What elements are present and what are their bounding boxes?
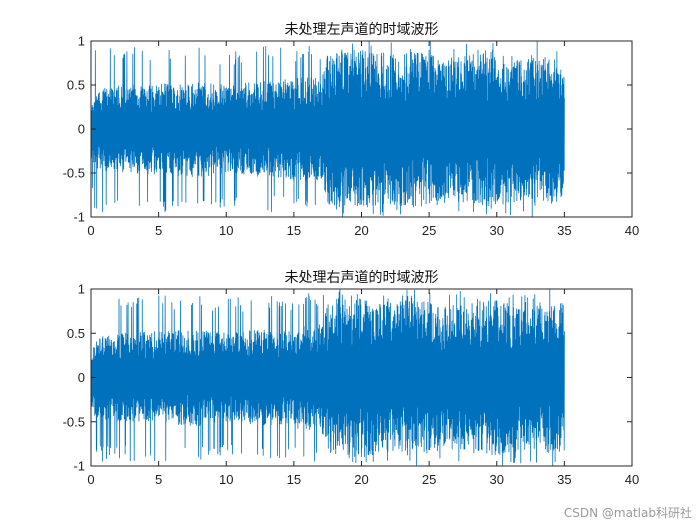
right-channel-ytick-label: 0 [78, 370, 85, 385]
left-channel-ticks: 0 5 10 15 20 25 30 35 40 1 0.5 0 -0.5 -1 [63, 34, 640, 239]
left-channel-ytick-label: 1 [78, 34, 85, 49]
left-channel-waveform-group [90, 40, 565, 218]
left-channel-xtick-label: 5 [155, 223, 162, 238]
left-channel-waveform-line [90, 40, 565, 218]
right-channel-xtick-label: 35 [557, 472, 571, 487]
right-channel-xtick-label: 25 [422, 472, 436, 487]
left-channel-ytick-label: -1 [73, 210, 85, 225]
right-channel-xtick-label: 0 [87, 472, 94, 487]
right-channel-ytick-label: 1 [78, 282, 85, 297]
right-channel-xtick-label: 5 [155, 472, 162, 487]
left-channel-ytick-label: 0 [78, 122, 85, 137]
left-channel-xtick-label: 30 [490, 223, 504, 238]
watermark: CSDN @matlab科研社 [563, 506, 692, 520]
right-channel-waveform-group [90, 288, 565, 466]
left-channel-title: 未处理左声道的时域波形 [285, 22, 439, 38]
right-channel-ticks: 0 5 10 15 20 25 30 35 40 1 0.5 0 -0.5 -1 [63, 282, 640, 488]
left-channel-xtick-label: 40 [625, 223, 639, 238]
right-channel-xtick-label: 40 [625, 472, 639, 487]
left-channel-xtick-label: 20 [354, 223, 368, 238]
left-channel-ytick-label: 0.5 [67, 78, 85, 93]
right-channel-xtick-label: 20 [354, 472, 368, 487]
left-channel-plot: 0 5 10 15 20 25 30 35 40 1 0.5 0 -0.5 -1 未处理左声道的时域波形 [63, 22, 640, 238]
right-channel-title: 未处理右声道的时域波形 [285, 270, 439, 286]
right-channel-xtick-label: 10 [219, 472, 233, 487]
left-channel-ytick-label: -0.5 [63, 166, 85, 181]
right-channel-xtick-label: 15 [287, 472, 301, 487]
left-channel-xtick-label: 35 [557, 223, 571, 238]
right-channel-xtick-label: 30 [490, 472, 504, 487]
right-channel-waveform-line [90, 288, 565, 466]
right-channel-ytick-label: 0.5 [67, 326, 85, 341]
right-channel-ytick-label: -1 [73, 459, 85, 474]
right-channel-plot: 0 5 10 15 20 25 30 35 40 1 0.5 0 -0.5 -1 未处理右声道的时域波形 [63, 270, 640, 487]
right-channel-ytick-label: -0.5 [63, 414, 85, 429]
left-channel-xtick-label: 15 [287, 223, 301, 238]
left-channel-xtick-label: 25 [422, 223, 436, 238]
left-channel-xtick-label: 0 [87, 223, 94, 238]
left-channel-xtick-label: 10 [219, 223, 233, 238]
